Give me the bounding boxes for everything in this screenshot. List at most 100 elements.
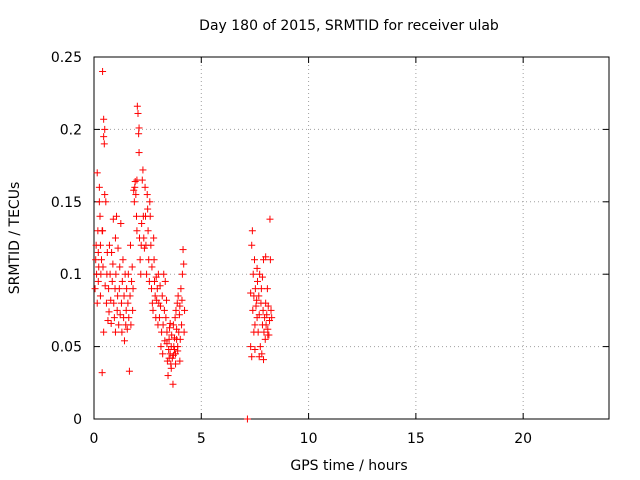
- data-point: [108, 277, 116, 285]
- data-point: [162, 314, 170, 322]
- data-point: [177, 285, 185, 293]
- data-point: [105, 241, 113, 249]
- data-point: [114, 244, 122, 252]
- data-point: [125, 367, 133, 375]
- data-point: [264, 331, 272, 339]
- data-point: [141, 183, 149, 191]
- data-point: [248, 227, 256, 235]
- data-point: [144, 205, 152, 213]
- x-tick-label: 20: [514, 431, 532, 447]
- data-point: [146, 212, 154, 220]
- data-point: [124, 270, 132, 278]
- data-point: [252, 302, 260, 310]
- data-point: [170, 345, 178, 353]
- data-point: [157, 302, 165, 310]
- data-point: [140, 234, 148, 242]
- data-point: [109, 215, 117, 223]
- data-point: [264, 302, 272, 310]
- data-point: [251, 345, 259, 353]
- data-point: [148, 263, 156, 271]
- data-point: [146, 198, 154, 206]
- data-point: [260, 328, 268, 336]
- data-point: [262, 321, 270, 329]
- data-point: [163, 296, 171, 304]
- data-point: [115, 285, 123, 293]
- data-point: [135, 124, 143, 132]
- data-point: [169, 321, 177, 329]
- data-point: [112, 270, 120, 278]
- data-point: [171, 314, 179, 322]
- data-point: [127, 321, 135, 329]
- data-point: [249, 270, 257, 278]
- data-point: [139, 166, 147, 174]
- data-point: [163, 340, 171, 348]
- data-point: [117, 299, 125, 307]
- data-point: [262, 253, 270, 261]
- data-point: [115, 321, 123, 329]
- data-point: [248, 353, 256, 361]
- data-point: [99, 227, 107, 235]
- data-point: [155, 314, 163, 322]
- data-point: [176, 357, 184, 365]
- y-tick-label: 0: [73, 412, 82, 428]
- grid: [94, 57, 609, 419]
- data-point: [98, 256, 106, 264]
- chart-title: Day 180 of 2015, SRMTID for receiver ula…: [199, 18, 499, 34]
- data-point: [130, 186, 138, 194]
- data-point: [155, 299, 163, 307]
- data-point: [116, 311, 124, 319]
- x-tick-label: 15: [407, 431, 425, 447]
- data-point: [119, 256, 127, 264]
- data-point: [253, 296, 261, 304]
- data-point: [95, 183, 103, 191]
- data-point: [91, 285, 99, 293]
- data-point: [247, 343, 255, 351]
- data-point: [99, 67, 107, 75]
- data-point: [99, 263, 107, 271]
- data-point: [101, 125, 109, 133]
- data-point: [126, 292, 134, 300]
- data-point: [113, 212, 121, 220]
- data-point: [133, 227, 141, 235]
- data-point: [180, 328, 188, 336]
- data-point: [247, 289, 255, 297]
- x-tick-label: 10: [300, 431, 318, 447]
- data-point: [161, 277, 169, 285]
- data-point: [96, 241, 104, 249]
- data-point: [111, 328, 119, 336]
- y-tick-label: 0.15: [51, 195, 82, 211]
- data-point: [138, 220, 146, 228]
- data-points: [91, 67, 276, 423]
- data-point: [263, 311, 271, 319]
- data-point: [130, 198, 138, 206]
- data-point: [101, 282, 109, 290]
- data-point: [129, 306, 137, 314]
- data-point: [101, 191, 109, 199]
- data-point: [251, 256, 259, 264]
- data-point: [263, 285, 271, 293]
- data-point: [149, 306, 157, 314]
- data-point: [131, 178, 139, 186]
- data-point: [116, 263, 124, 271]
- y-axis-label: SRMTID / TECUs: [7, 182, 23, 295]
- data-point: [173, 335, 181, 343]
- data-point: [102, 299, 110, 307]
- data-point: [151, 292, 159, 300]
- y-tick-label: 0.1: [60, 267, 82, 283]
- data-point: [120, 292, 128, 300]
- data-point: [105, 285, 113, 293]
- data-point: [109, 260, 117, 268]
- data-point: [160, 270, 168, 278]
- data-point: [134, 109, 142, 117]
- data-point: [95, 198, 103, 206]
- data-point: [136, 256, 144, 264]
- data-point: [151, 277, 159, 285]
- data-point: [148, 299, 156, 307]
- data-point: [175, 311, 183, 319]
- data-point: [157, 343, 165, 351]
- data-point: [100, 140, 108, 148]
- data-point: [261, 335, 269, 343]
- data-point: [126, 241, 134, 249]
- data-point: [255, 292, 263, 300]
- y-tick-label: 0.2: [60, 122, 82, 138]
